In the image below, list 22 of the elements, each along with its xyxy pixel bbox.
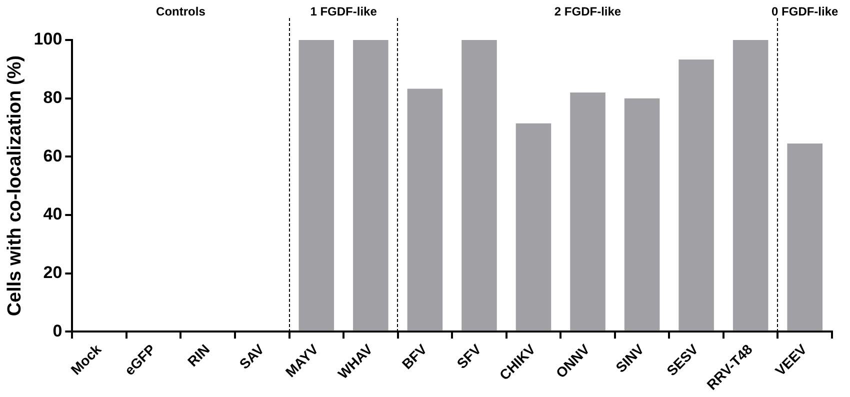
y-tick-label: 80 xyxy=(43,88,62,108)
bar xyxy=(462,40,497,331)
bar xyxy=(624,98,660,331)
text: 0 FGDF-like xyxy=(772,4,839,18)
y-tick-label: 100 xyxy=(34,30,62,49)
bar xyxy=(787,144,822,331)
y-tick-label: 0 xyxy=(52,321,62,340)
bar xyxy=(516,123,552,331)
text: 2 FGDF-like xyxy=(554,4,622,18)
y-tick-label: 60 xyxy=(43,146,62,166)
y-axis-title: Cells with co-localization (%) xyxy=(4,55,26,316)
bar xyxy=(732,40,768,331)
text: Controls xyxy=(156,4,206,18)
y-tick-label: 20 xyxy=(43,262,62,282)
x-tick-label: RIN xyxy=(184,341,213,370)
bar xyxy=(407,88,443,331)
bar xyxy=(570,92,606,331)
bar xyxy=(353,40,388,331)
bar xyxy=(678,60,714,331)
y-tick-label: 40 xyxy=(43,204,62,224)
text: 1 FGDF-like xyxy=(310,4,378,18)
bar xyxy=(298,40,334,331)
